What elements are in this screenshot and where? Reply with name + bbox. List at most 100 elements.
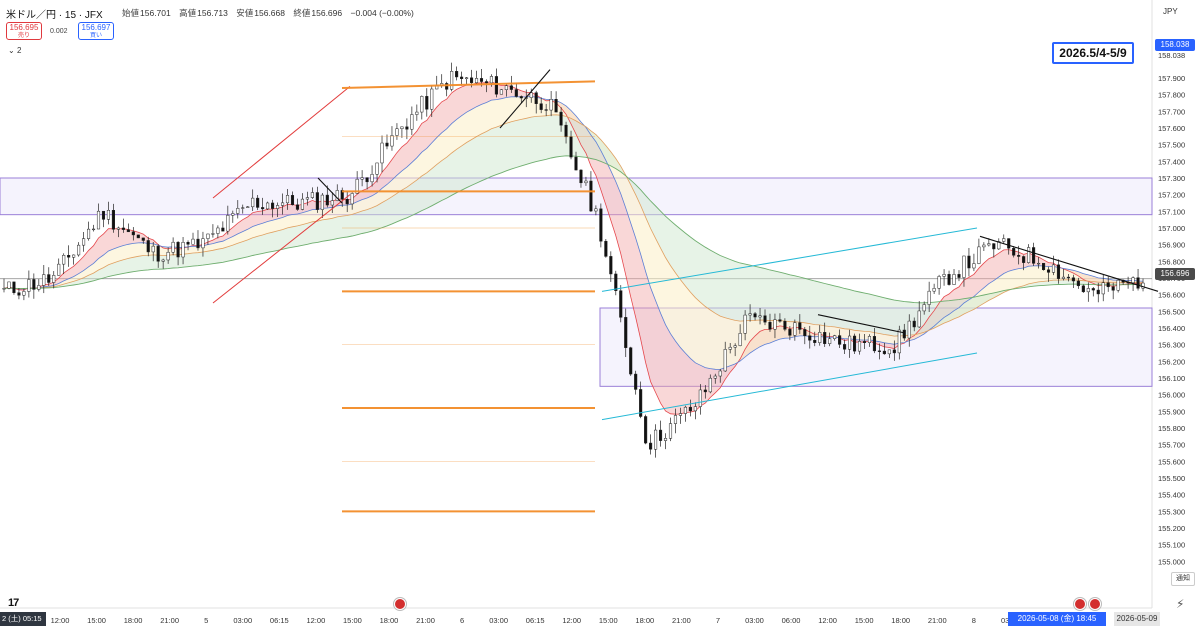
x-tick-label: 06:15: [526, 616, 545, 625]
chart-header: 米ドル／円 · 15 · JFX 始値156.701 高値156.713 安値1…: [0, 0, 1150, 21]
cyan-channel-lower[interactable]: [601, 352, 978, 421]
candle-body: [181, 242, 185, 258]
candle-body: [62, 255, 66, 265]
buy-button[interactable]: 156.697 買い: [78, 22, 114, 40]
ohlc-close-value: 156.696: [311, 8, 343, 18]
support-resistance-zone[interactable]: [0, 177, 1153, 216]
y-tick-label: 156.800: [1158, 257, 1185, 266]
trend-line[interactable]: [499, 69, 551, 129]
candle-body: [673, 415, 678, 424]
candle-body: [136, 234, 140, 239]
candle-body: [1051, 264, 1056, 273]
ohlc-open-label: 始値: [122, 8, 140, 18]
candle-body: [465, 77, 469, 79]
candle-body: [629, 347, 633, 375]
period-label: 2026.5/4-5/9: [1052, 42, 1134, 64]
candle-body: [1032, 247, 1036, 264]
candle-body: [469, 77, 474, 83]
candle-body: [176, 241, 180, 258]
candle-body: [494, 76, 498, 95]
candle-body: [977, 246, 981, 264]
end-date-marker: 2026-05-09: [1114, 612, 1160, 626]
candle-body: [892, 349, 896, 354]
candle-body: [813, 340, 817, 343]
y-tick-label: 157.400: [1158, 157, 1185, 166]
tradingview-logo[interactable]: 17: [8, 597, 19, 609]
red-channel-upper[interactable]: [212, 85, 351, 199]
trend-line[interactable]: [979, 235, 1159, 292]
sell-price: 156.695: [9, 23, 39, 32]
candle-body: [335, 190, 339, 201]
candle-body: [604, 240, 608, 257]
candle-body: [579, 169, 583, 184]
fib-level-line[interactable]: [341, 80, 596, 89]
x-tick-label: 15:00: [87, 616, 106, 625]
candle-body: [947, 274, 951, 285]
candle-body: [276, 205, 280, 209]
candle-body: [867, 336, 872, 343]
candle-body: [1096, 289, 1100, 295]
notify-button[interactable]: 通知: [1171, 572, 1195, 586]
us-flag-icon[interactable]: [1074, 598, 1086, 610]
candle-body: [101, 210, 106, 220]
red-channel-lower[interactable]: [212, 194, 351, 304]
candle-body: [430, 88, 434, 110]
currency-label[interactable]: JPY: [1163, 7, 1178, 16]
sell-button[interactable]: 156.695 売り: [6, 22, 42, 40]
us-flag-icon[interactable]: [394, 598, 406, 610]
candle-body: [82, 238, 86, 246]
candle-body: [350, 193, 354, 205]
candle-body: [266, 202, 270, 210]
candle-body: [285, 195, 290, 204]
candle-body: [171, 241, 175, 253]
ohlc-close-label: 終値: [293, 8, 311, 18]
candle-body: [748, 313, 752, 316]
candle-body: [67, 255, 71, 258]
candle-body: [594, 208, 598, 212]
trend-line[interactable]: [317, 177, 343, 204]
candle-body: [619, 290, 623, 318]
x-tick-label: 8: [972, 616, 976, 625]
candle-body: [823, 332, 827, 344]
y-tick-label: 157.300: [1158, 174, 1185, 183]
y-tick-label: 155.600: [1158, 457, 1185, 466]
candle-body: [663, 438, 668, 441]
candle-body: [375, 162, 379, 175]
candle-body: [400, 126, 404, 129]
us-flag-icon[interactable]: [1089, 598, 1101, 610]
indicator-toggle[interactable]: ⌄ 2: [8, 46, 21, 55]
candle-body: [191, 238, 195, 245]
spread-value: 0.002: [50, 28, 68, 35]
candle-body: [12, 281, 16, 293]
x-tick-label: 12:00: [562, 616, 581, 625]
candle-body: [584, 180, 588, 184]
ohlc-change: −0.004 (−0.00%): [350, 8, 414, 18]
candle-body: [624, 317, 628, 348]
candle-body: [226, 215, 230, 232]
candle-body: [589, 180, 593, 212]
lightning-icon[interactable]: ⚡: [1176, 597, 1185, 611]
candle-body: [843, 344, 847, 350]
trend-line[interactable]: [817, 314, 906, 334]
candle-body: [1131, 277, 1135, 283]
candle-body: [793, 322, 797, 336]
candle-body: [395, 128, 399, 136]
last-price-tag: 156.696: [1155, 268, 1195, 280]
y-tick-label: 156.400: [1158, 324, 1185, 333]
candle-body: [271, 202, 275, 209]
candle-body: [96, 210, 101, 230]
price-axis-panel[interactable]: [1152, 0, 1200, 631]
buy-label: 買い: [89, 33, 102, 39]
symbol-title[interactable]: 米ドル／円 · 15 · JFX: [6, 10, 103, 21]
candle-body: [877, 350, 881, 352]
cyan-channel-upper[interactable]: [601, 227, 978, 292]
candle-body: [922, 304, 926, 312]
long-cloud: [4, 114, 1143, 337]
candle-body: [957, 274, 961, 278]
current-date-marker: 2026-05-08 (金) 18:45: [1008, 612, 1106, 626]
candle-body: [833, 335, 837, 339]
candle-body: [420, 96, 424, 113]
candle-body: [962, 255, 966, 278]
candle-body: [803, 329, 807, 336]
